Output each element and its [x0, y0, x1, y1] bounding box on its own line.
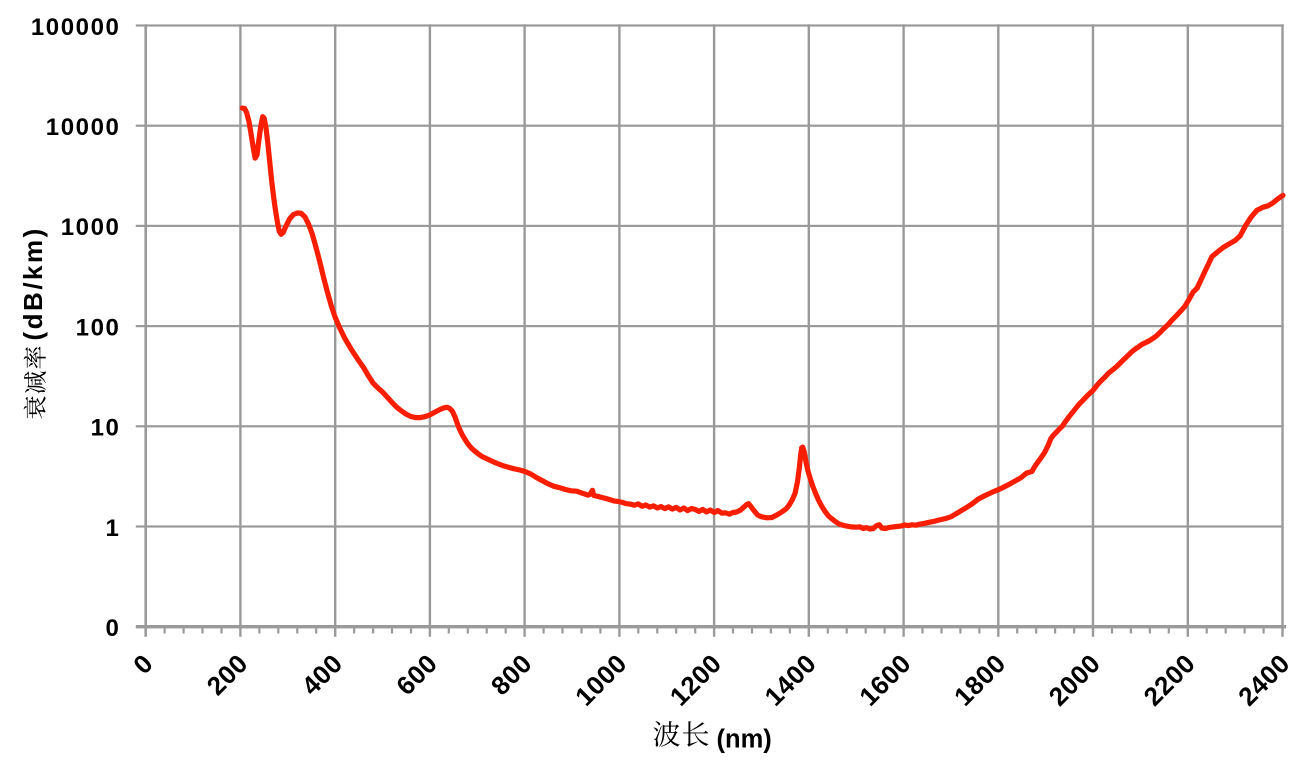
svg-text:1: 1	[106, 515, 121, 542]
svg-text:100: 100	[76, 314, 121, 341]
svg-text:10000: 10000	[46, 114, 121, 141]
svg-text:(dB/km): (dB/km)	[18, 226, 48, 340]
svg-text:1000: 1000	[61, 214, 121, 241]
svg-text:(nm): (nm)	[717, 726, 772, 754]
svg-text:100000: 100000	[31, 14, 121, 41]
svg-text:10: 10	[91, 415, 121, 442]
svg-text:0: 0	[106, 615, 121, 642]
